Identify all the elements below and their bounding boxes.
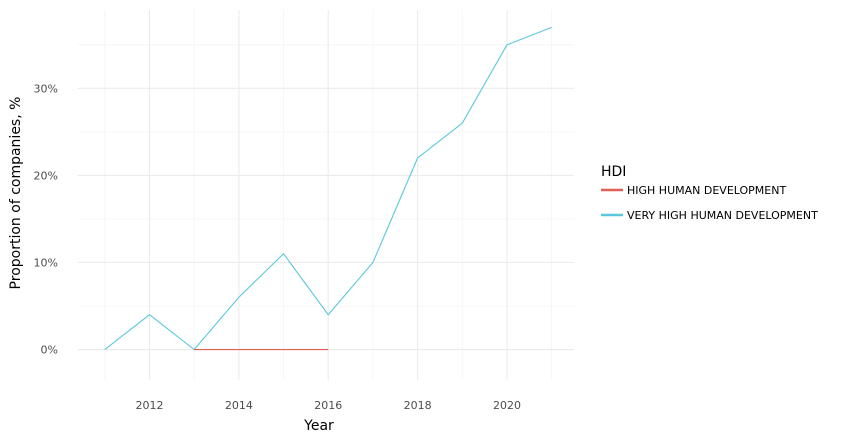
series-lines <box>104 26 552 351</box>
y-tick-label: 0% <box>41 344 58 357</box>
x-axis-ticks: 2012 2014 2016 2018 2020 <box>135 399 520 412</box>
y-axis-ticks: 0% 10% 20% 30% <box>34 82 58 356</box>
legend-title: HDI <box>601 164 626 180</box>
y-tick-label: 20% <box>34 169 58 182</box>
minor-grid <box>78 10 574 380</box>
y-axis-title: Proportion of companies, % <box>8 97 24 290</box>
y-tick-label: 10% <box>34 256 58 269</box>
legend: HDI HIGH HUMAN DEVELOPMENT VERY HIGH HUMA… <box>601 164 818 222</box>
x-tick-label: 2018 <box>404 399 432 412</box>
series-line-1 <box>104 26 552 351</box>
legend-label-1: VERY HIGH HUMAN DEVELOPMENT <box>627 209 818 222</box>
x-tick-label: 2020 <box>493 399 521 412</box>
legend-items: HIGH HUMAN DEVELOPMENT VERY HIGH HUMAN DE… <box>601 184 818 222</box>
legend-item-1: VERY HIGH HUMAN DEVELOPMENT <box>601 209 818 222</box>
x-axis-title: Year <box>303 418 334 434</box>
x-tick-label: 2014 <box>225 399 253 412</box>
legend-item-0: HIGH HUMAN DEVELOPMENT <box>601 184 786 197</box>
x-tick-label: 2016 <box>314 399 342 412</box>
x-tick-label: 2012 <box>135 399 163 412</box>
y-tick-label: 30% <box>34 82 58 95</box>
legend-label-0: HIGH HUMAN DEVELOPMENT <box>627 184 786 197</box>
major-grid <box>78 10 574 380</box>
